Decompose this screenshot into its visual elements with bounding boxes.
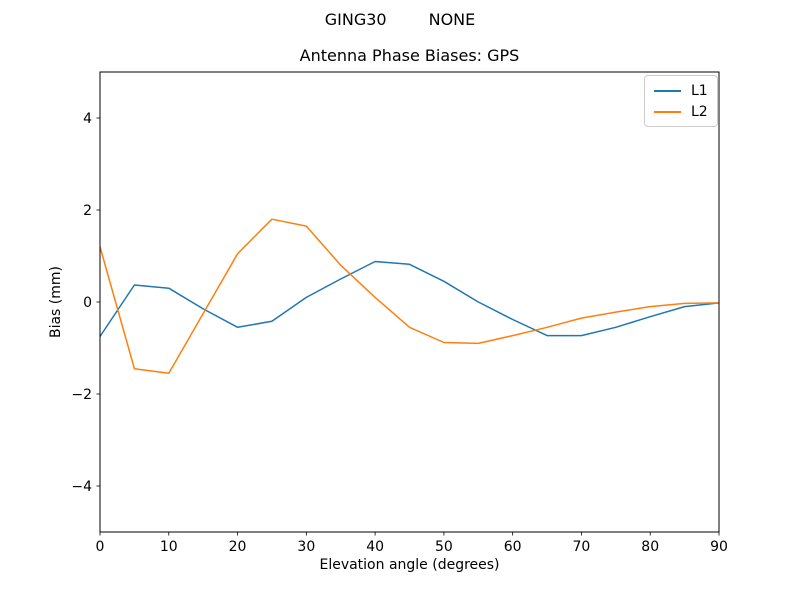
legend: L1 L2 xyxy=(644,75,718,127)
x-tick-label: 90 xyxy=(710,539,728,555)
x-tick-label: 30 xyxy=(297,539,315,555)
y-tick-label: 2 xyxy=(83,203,92,219)
y-tick-label: −2 xyxy=(71,387,92,403)
axes-frame xyxy=(99,71,720,533)
legend-line-sample xyxy=(654,89,681,92)
solution-name: NONE xyxy=(428,10,476,29)
x-tick-label: 10 xyxy=(160,539,178,555)
legend-label: L2 xyxy=(691,103,708,120)
x-tick-label: 50 xyxy=(435,539,453,555)
x-tick-label: 20 xyxy=(229,539,247,555)
legend-item-L2: L2 xyxy=(654,101,708,122)
x-axis-label: Elevation angle (degrees) xyxy=(319,557,500,573)
figure-suptitle: GING30 NONE xyxy=(0,10,800,29)
y-tick-label: 0 xyxy=(83,295,92,311)
legend-label: L1 xyxy=(691,82,708,99)
series-L1 xyxy=(99,260,720,337)
x-tick-label: 70 xyxy=(573,539,591,555)
x-tick-label: 0 xyxy=(96,539,105,555)
x-tick-label: 60 xyxy=(504,539,522,555)
y-tick-label: 4 xyxy=(83,111,92,127)
x-tick-label: 80 xyxy=(641,539,659,555)
station-name: GING30 xyxy=(324,10,387,29)
x-tick-label: 40 xyxy=(366,539,384,555)
chart-title: Antenna Phase Biases: GPS xyxy=(299,46,520,65)
legend-line-sample xyxy=(654,110,681,113)
series-L2 xyxy=(99,218,720,375)
y-tick-label: −4 xyxy=(71,479,92,495)
legend-item-L1: L1 xyxy=(654,80,708,101)
